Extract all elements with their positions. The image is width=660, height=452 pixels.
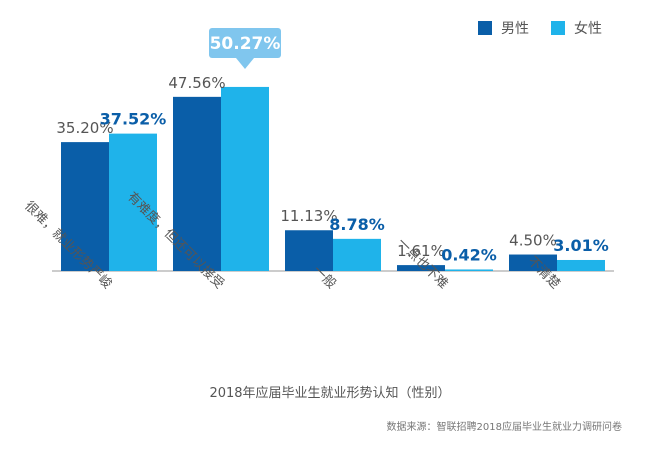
legend-item-male: 男性 [478, 18, 529, 38]
legend-label-female: 女性 [574, 21, 602, 37]
value-label-female-4: 3.01% [553, 236, 609, 255]
callout-pointer [236, 58, 254, 69]
data-source-note: 数据来源：智联招聘2018应届毕业生就业力调研问卷 [386, 422, 622, 433]
value-label-male-4: 4.50% [509, 232, 557, 250]
highlight-callout: 50.27% [209, 28, 281, 69]
legend-label-male: 男性 [501, 21, 529, 37]
legend-item-female: 女性 [551, 18, 602, 38]
bar-female-1 [221, 86, 269, 272]
callout-box [209, 28, 281, 58]
value-label-female-1: 50.27% [210, 34, 281, 54]
value-label-female-2: 8.78% [329, 215, 385, 234]
bar-female-4 [557, 259, 605, 271]
bar-male-2 [285, 230, 333, 271]
legend-swatch-male [478, 21, 492, 35]
value-label-male-1: 47.56% [168, 74, 225, 92]
bar-male-1 [173, 96, 221, 271]
x-axis-title: 2018年应届毕业生就业形势认知（性别） [209, 386, 451, 401]
legend: 男性 女性 [478, 18, 624, 38]
bar-male-3 [397, 265, 445, 271]
bars-group [61, 86, 605, 272]
legend-swatch-female [551, 21, 565, 35]
value-label-male-2: 11.13% [280, 207, 337, 225]
value-label-male-0: 35.20% [56, 119, 113, 137]
bar-female-0 [109, 133, 157, 271]
value-label-male-3: 1.61% [397, 242, 445, 260]
bar-female-2 [333, 238, 381, 271]
value-label-female-3: 0.42% [441, 245, 497, 264]
value-labels-group: 35.20%37.52%47.56% 11.13%8.78% 1.61%0.42% 4… [56, 74, 608, 265]
bar-male-0 [61, 142, 109, 271]
bar-female-3 [445, 269, 493, 271]
bar-male-4 [509, 254, 557, 271]
value-label-female-0: 37.52% [100, 110, 167, 129]
